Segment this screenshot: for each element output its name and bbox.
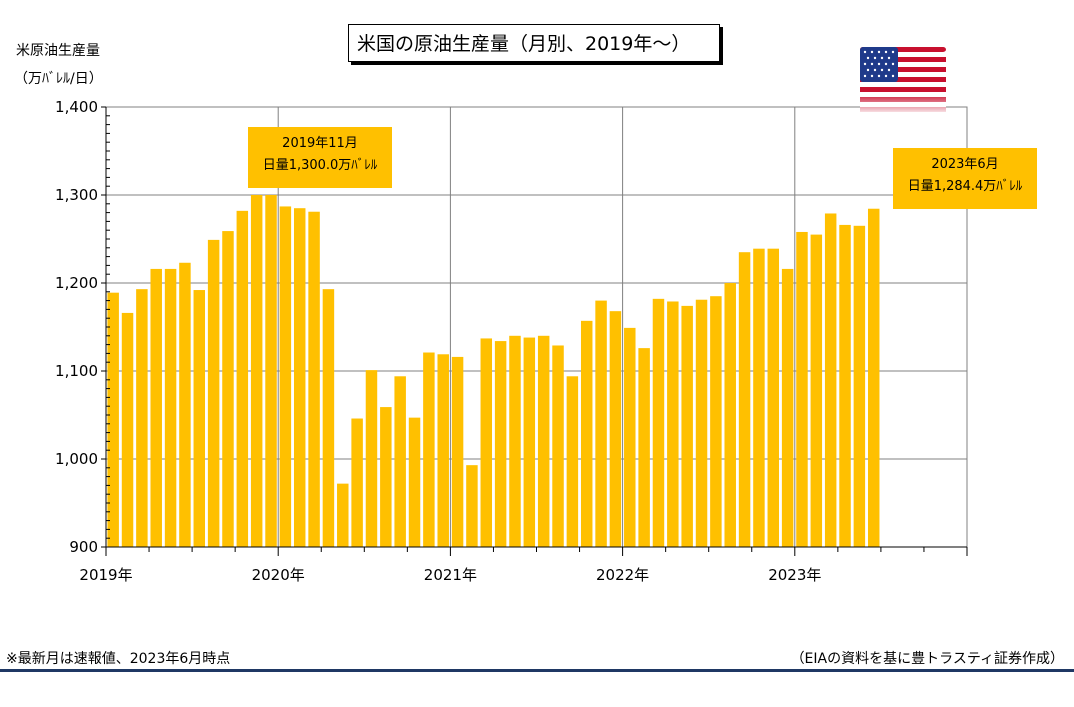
callout-peak: 2019年11月 日量1,300.0万ﾊﾞﾚﾙ xyxy=(248,127,392,188)
bar xyxy=(121,312,134,547)
bar xyxy=(566,376,579,547)
bar xyxy=(308,211,320,547)
footnote: ※最新月は速報値、2023年6月時点 xyxy=(6,651,231,667)
x-tick-labels: 2019年 2020年 2021年 2022年 2023年 xyxy=(79,566,821,584)
bar xyxy=(193,290,206,547)
plot-frame xyxy=(105,106,968,548)
bars xyxy=(107,195,880,548)
bar xyxy=(609,311,622,547)
bar xyxy=(638,348,650,547)
us-flag-icon xyxy=(860,47,946,113)
bar xyxy=(652,298,665,547)
x-tick-label: 2023年 xyxy=(768,566,821,584)
bar xyxy=(179,262,191,547)
bar xyxy=(552,345,564,547)
bar xyxy=(595,300,607,547)
bar xyxy=(738,252,751,547)
bar xyxy=(466,465,478,547)
bar xyxy=(250,195,263,547)
y-tick-label: 900 xyxy=(69,538,98,556)
bar xyxy=(293,208,306,547)
y-tick-labels: 900 1,000 1,100 1,200 1,300 1,400 xyxy=(55,98,98,556)
bar xyxy=(494,341,507,547)
bar xyxy=(207,239,220,547)
bar xyxy=(839,224,851,548)
y-tick-label: 1,200 xyxy=(55,274,98,292)
bar xyxy=(380,407,392,547)
bar xyxy=(107,292,119,547)
bar xyxy=(824,213,837,548)
x-tick-label: 2022年 xyxy=(596,566,649,584)
bar xyxy=(279,206,292,547)
bar xyxy=(423,352,435,547)
bar xyxy=(222,231,234,547)
bar xyxy=(853,225,866,548)
bar xyxy=(351,418,363,547)
bar xyxy=(537,335,550,547)
bar xyxy=(753,248,765,547)
callout-latest-date: 2023年6月 xyxy=(931,157,999,172)
y-tick-label: 1,100 xyxy=(55,362,98,380)
y-axis-label: 米原油生産量 xyxy=(16,43,100,59)
x-tick-label: 2019年 xyxy=(79,566,132,584)
bar xyxy=(164,268,177,547)
bar xyxy=(710,296,722,547)
bar xyxy=(509,335,521,547)
bar xyxy=(265,195,277,547)
source-note: （EIAの資料を基に豊トラスティ証券作成） xyxy=(790,651,1064,667)
bar xyxy=(796,231,808,547)
x-tick-label: 2020年 xyxy=(252,566,305,584)
callout-peak-value: 日量1,300.0万ﾊﾞﾚﾙ xyxy=(262,158,378,173)
bar xyxy=(480,338,493,547)
callout-peak-date: 2019年11月 xyxy=(282,136,358,151)
bar xyxy=(408,417,421,547)
footer-divider xyxy=(0,669,1074,672)
bar xyxy=(767,248,780,547)
y-tick-label: 1,300 xyxy=(55,186,98,204)
bar xyxy=(394,376,406,547)
bar xyxy=(437,354,449,547)
bar xyxy=(695,299,708,547)
bar xyxy=(681,305,693,547)
bar xyxy=(724,283,736,547)
bar xyxy=(867,208,880,547)
bar xyxy=(236,210,249,547)
y-tick-label: 1,400 xyxy=(55,98,98,116)
bar xyxy=(810,234,823,547)
chart-title: 米国の原油生産量（月別、2019年～） xyxy=(348,24,720,62)
gridlines xyxy=(105,106,968,548)
bar xyxy=(667,301,679,547)
y-tick-label: 1,000 xyxy=(55,450,98,468)
bar xyxy=(451,356,464,547)
bar xyxy=(150,268,162,547)
bar xyxy=(523,337,536,547)
bar xyxy=(136,289,148,547)
axes xyxy=(101,106,968,556)
y-axis-unit: （万ﾊﾞﾚﾙ/日） xyxy=(14,71,103,87)
bar xyxy=(322,289,335,547)
callout-latest: 2023年6月 日量1,284.4万ﾊﾞﾚﾙ xyxy=(893,148,1037,209)
bar xyxy=(580,320,593,547)
bar xyxy=(781,268,794,547)
x-tick-label: 2021年 xyxy=(424,566,477,584)
callout-latest-value: 日量1,284.4万ﾊﾞﾚﾙ xyxy=(907,179,1023,194)
bar xyxy=(624,327,636,547)
bar xyxy=(365,370,378,547)
bar xyxy=(337,483,349,547)
